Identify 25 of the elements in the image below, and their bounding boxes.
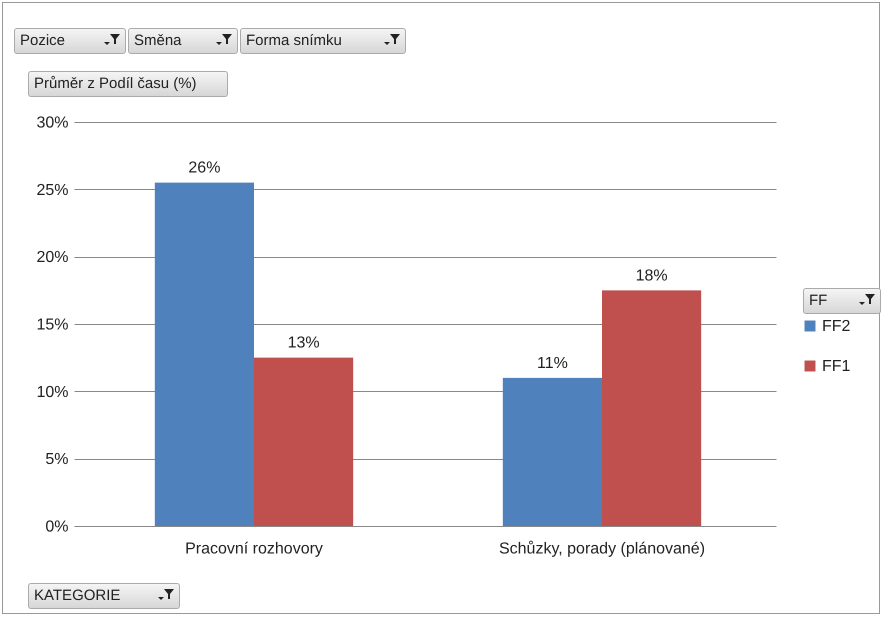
y-tick-label: 20%	[36, 249, 68, 266]
data-label: 26%	[188, 160, 220, 177]
data-label: 11%	[536, 354, 568, 372]
y-tick-label: 30%	[36, 114, 68, 132]
data-label: 18%	[636, 267, 668, 284]
x-axis-title: KATEGORIE	[34, 587, 120, 604]
y-tick-label: 5%	[45, 451, 68, 468]
legend-label: FF2	[822, 318, 851, 335]
text: Pozice	[20, 32, 66, 49]
bar	[254, 358, 354, 526]
legend-title: FF	[809, 292, 828, 309]
bar	[602, 290, 702, 526]
x-tick-label: Pracovní rozhovory	[185, 540, 323, 558]
y-tick-label: 25%	[36, 182, 68, 199]
x-tick-label: Schůzky, porady (plánované)	[498, 540, 706, 558]
y-axis-title: Průměr z Podíl času (%)	[34, 75, 197, 92]
y-tick-label: 0%	[45, 518, 68, 536]
data-label: 13%	[288, 334, 320, 352]
bar	[154, 182, 254, 526]
y-tick-label: 10%	[36, 384, 68, 401]
text: Směna	[134, 32, 182, 49]
y-tick-label: 15%	[36, 316, 68, 334]
legend-label: FF1	[822, 358, 851, 375]
text: Forma snímku	[246, 32, 342, 49]
bar	[502, 378, 602, 526]
